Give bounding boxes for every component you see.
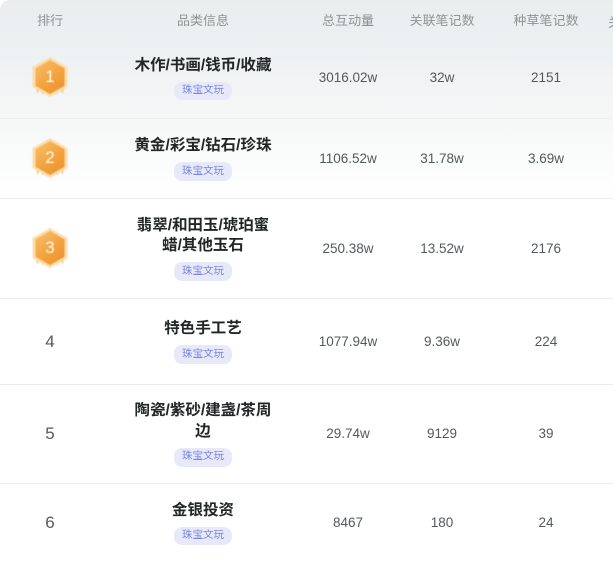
svg-text:1: 1 xyxy=(45,67,54,86)
svg-text:2: 2 xyxy=(45,148,54,167)
svg-text:3: 3 xyxy=(45,238,54,257)
